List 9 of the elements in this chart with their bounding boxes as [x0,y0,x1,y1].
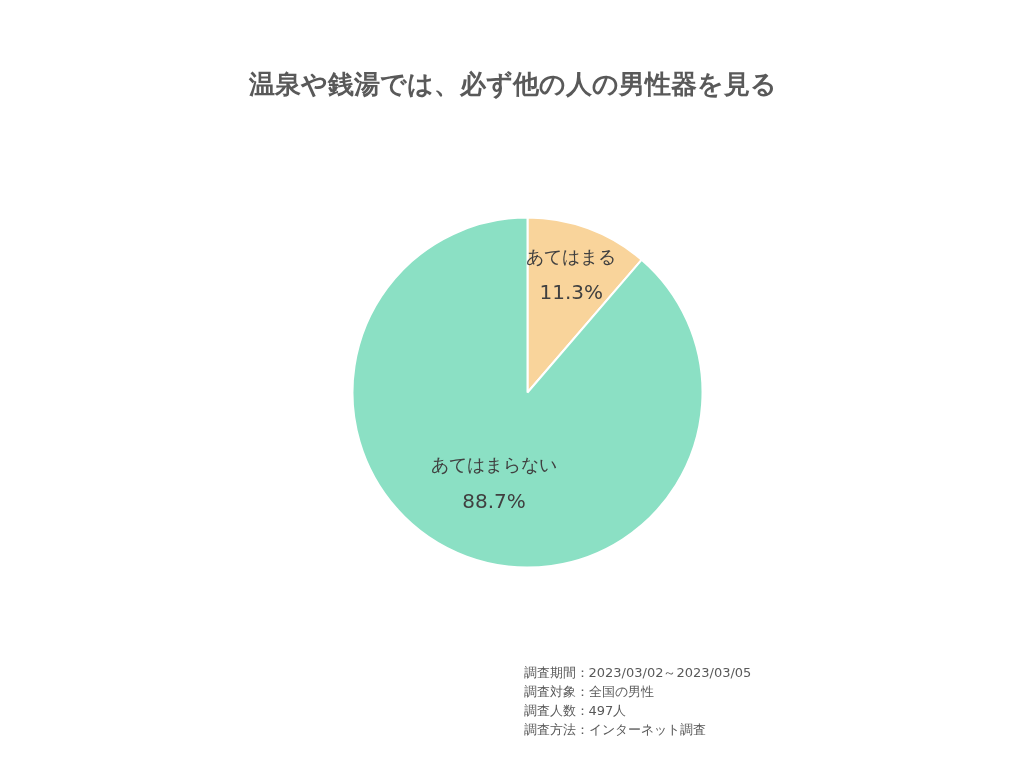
data-label: 11.3% [539,280,604,305]
text: 調査方法：インターネット調査 [523,722,706,737]
text: 調査人数：497人 [523,703,627,718]
slice-label: あてはまらない [431,454,558,476]
chart-title: 温泉や銭湯では、必ず他の人の男性器を見る [247,68,777,99]
data-label: 88.7% [462,488,526,513]
text: 調査期間：2023/03/02～2023/03/05 [523,665,752,680]
slice-label: あてはまる [526,245,617,267]
text: 調査対象：全国の男性 [523,684,654,699]
